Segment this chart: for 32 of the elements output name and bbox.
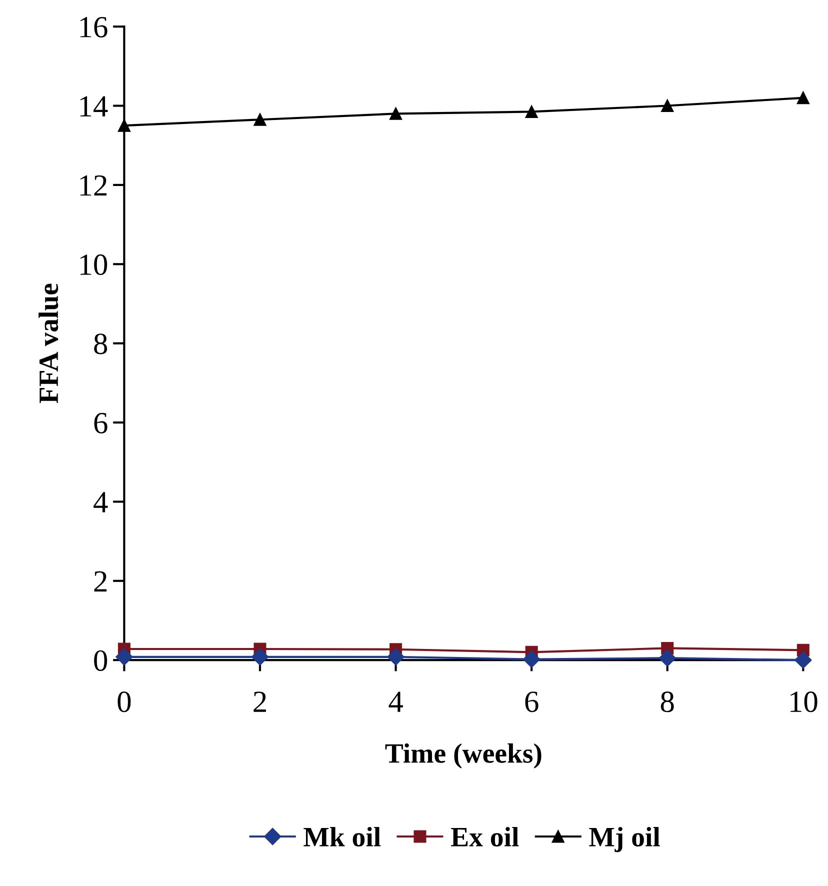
point: [525, 105, 538, 118]
point: [523, 650, 540, 668]
x-tick-label: 6: [525, 692, 538, 712]
x-axis-title: Time (weeks): [385, 743, 542, 769]
x-tick-label: 8: [660, 692, 674, 712]
point: [251, 648, 269, 666]
legend-label: Mj oil: [589, 826, 660, 852]
y-tick-label: 16: [80, 16, 108, 38]
point: [387, 648, 404, 666]
y-tick-label: 6: [94, 412, 108, 434]
y-tick-label: 0: [94, 650, 108, 671]
point: [118, 119, 130, 132]
point: [796, 92, 810, 104]
point: [661, 100, 674, 112]
x-tick-label: 4: [388, 692, 403, 712]
point: [254, 113, 266, 126]
point: [658, 650, 676, 667]
y-tick-label: 14: [80, 96, 108, 116]
legend-label: Ex oil: [451, 826, 519, 846]
y-tick-label: 4: [94, 492, 108, 512]
x-tick-label: 2: [254, 692, 266, 712]
y-axis-title: FFA value: [38, 284, 58, 404]
x-tick-label: 0: [118, 692, 131, 712]
y-tick-label: 12: [80, 175, 107, 196]
point: [390, 107, 402, 120]
y-tick-label: 2: [94, 571, 107, 592]
y-tick-label: 8: [94, 334, 108, 354]
y-tick-label: 10: [80, 254, 108, 276]
point: [794, 652, 812, 669]
x-tick-label: 10: [790, 692, 818, 712]
legend-label: Mk oil: [304, 826, 381, 846]
point: [116, 648, 133, 666]
